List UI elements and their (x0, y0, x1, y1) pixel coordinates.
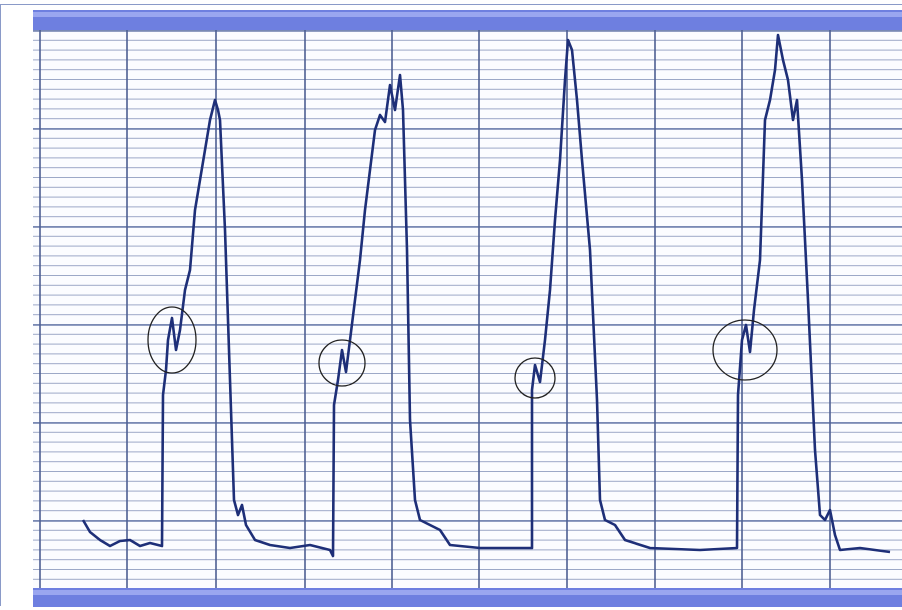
strip-chart-recording (0, 0, 902, 610)
top-bar-highlight (33, 12, 902, 17)
bottom-bar-highlight (33, 590, 902, 595)
